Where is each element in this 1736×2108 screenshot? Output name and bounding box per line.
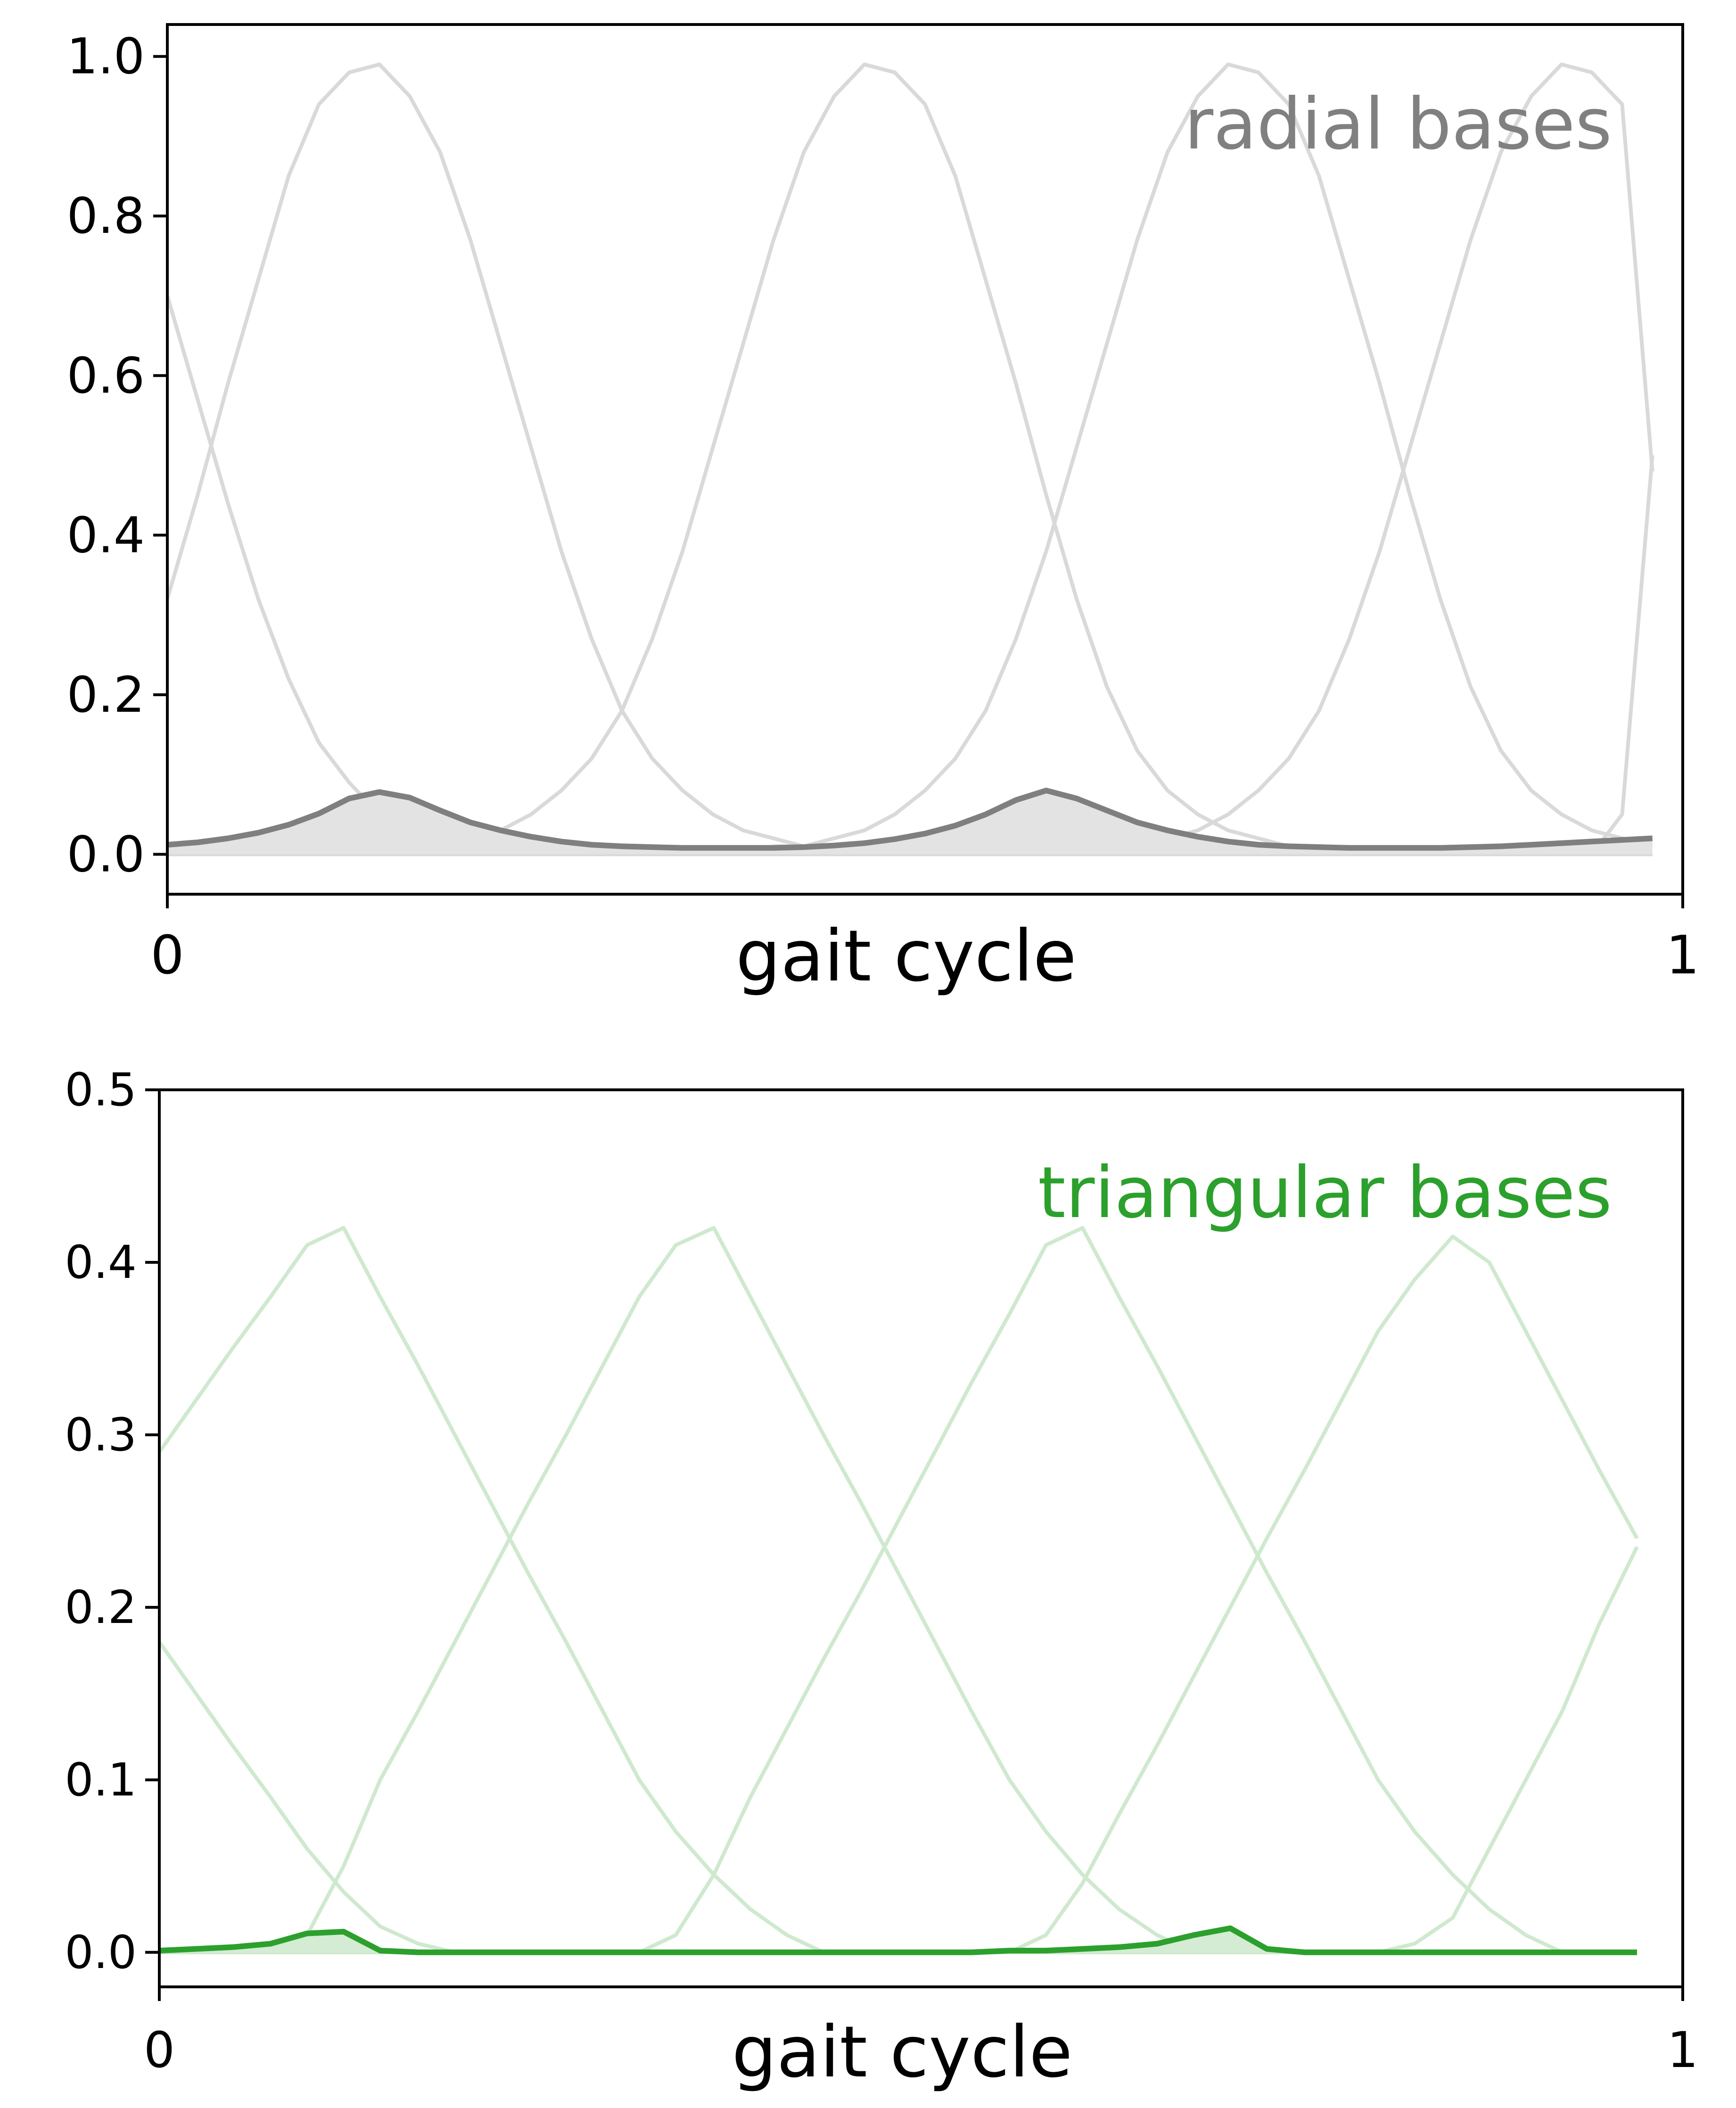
y-tick-label: 0.8 [67,187,145,245]
axes-frame [158,1088,1684,1988]
series-annotation: radial bases [1185,83,1612,165]
x-tick-label: 0 [150,925,184,986]
basis-line-4 [159,1235,1639,1954]
basis-line-6 [159,1546,1639,1954]
y-tick-label: 0.5 [65,1063,137,1116]
y-tick-label: 0.2 [67,666,145,724]
basis-line-1 [157,1226,1637,1954]
series-annotation: triangular bases [1038,1152,1612,1234]
chart-panel-1: 0.0 0.2 0.4 0.6 0.8 1.0 0 1 gait cycle radial bas… [67,23,1700,997]
y-tick-label: 0.0 [65,1926,137,1979]
basis-line-2 [167,62,1653,856]
y-tick-label: 0.1 [65,1754,137,1806]
x-tick-label: 1 [1666,925,1699,986]
y-tick-label: 1.0 [67,28,145,85]
y-tick-label: 0.4 [67,506,145,564]
basis-line-3 [167,62,1653,856]
combined-line [159,1925,1637,1955]
basis-line-3 [159,1226,1637,1954]
combined-line [167,788,1653,851]
basis-line-1 [165,62,1653,856]
basis-line-2 [159,1226,1637,1954]
y-tick-label: 0.0 [67,825,145,883]
axes-frame [166,23,1684,896]
x-axis-label: gait cycle [736,915,1077,997]
combined-fill [159,1928,1637,1952]
x-tick-label: 0 [144,2021,175,2079]
x-tick-label: 1 [1667,2021,1698,2079]
y-tick-label: 0.6 [67,347,145,404]
x-axis-label: gait cycle [732,2011,1073,2093]
basis-line-5 [157,1640,1637,1954]
chart-panel-2: 0.0 0.1 0.2 0.3 0.4 0.5 0 1 gait cycle triangular… [65,1063,1698,2093]
y-tick-label: 0.3 [65,1408,137,1461]
y-tick-label: 0.4 [65,1236,137,1289]
basis-line-4 [167,62,1654,856]
y-tick-label: 0.2 [65,1581,137,1634]
